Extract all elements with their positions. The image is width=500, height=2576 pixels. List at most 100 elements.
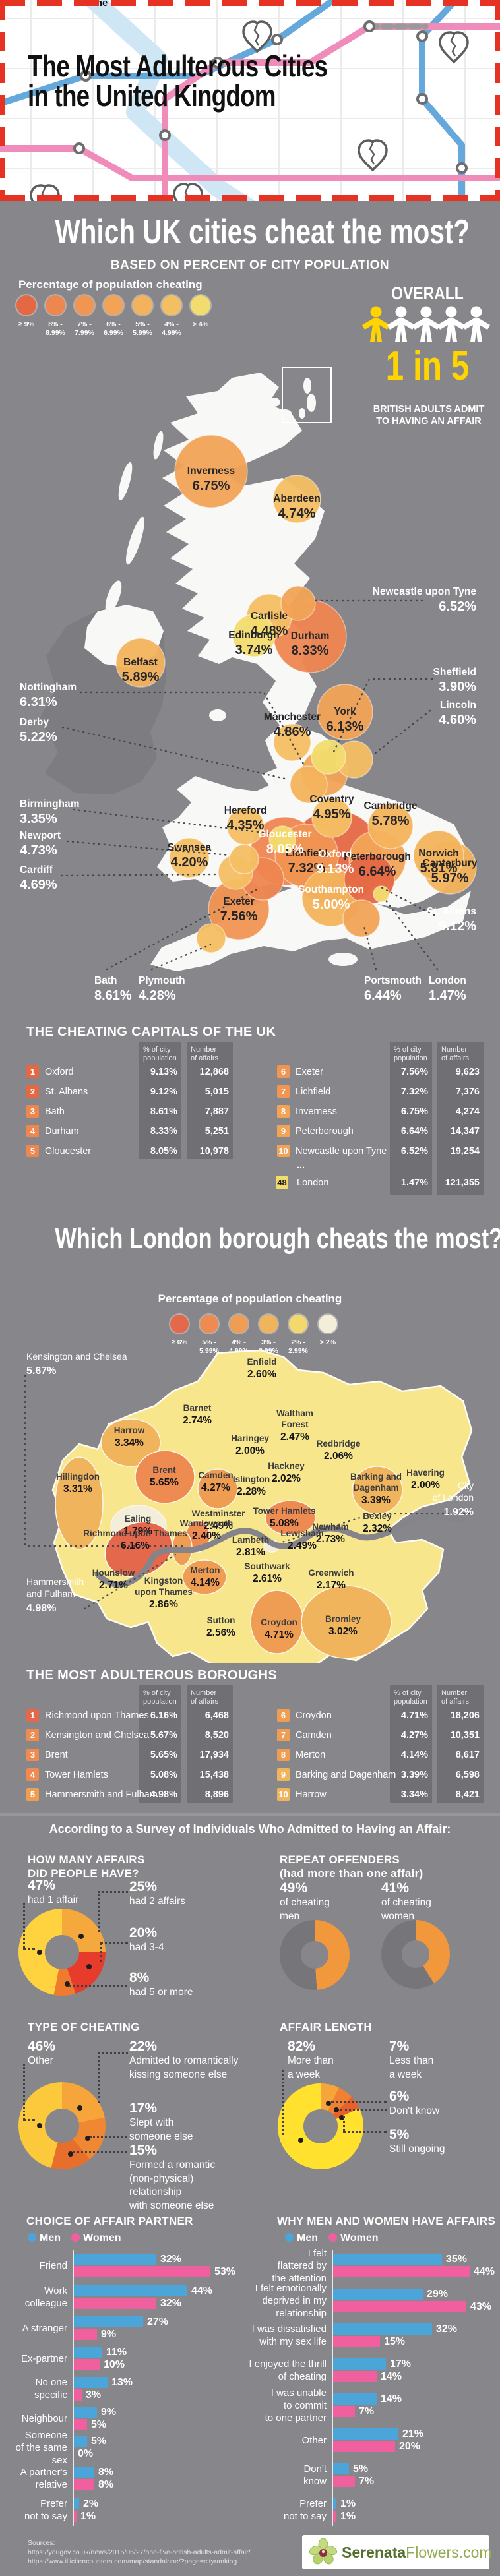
- bar-women: [74, 2329, 97, 2340]
- city-label: St. Albans: [427, 906, 476, 917]
- person-icon: [437, 306, 465, 342]
- bar-value: 43%: [470, 2301, 492, 2312]
- city-bubble: [268, 825, 296, 853]
- legend-label: 6% -6.99%: [104, 320, 123, 337]
- legend-dot-icon: [285, 2233, 294, 2242]
- borough-value: 4.27%: [201, 1482, 230, 1493]
- table-row-affairs: 8,617: [455, 1750, 480, 1760]
- borough-value: 2.71%: [99, 1580, 128, 1591]
- table-row-pct: 4.27%: [400, 1730, 428, 1741]
- table-row-name: Kensington and Chelsea: [45, 1730, 150, 1741]
- city-bubble: [174, 434, 248, 508]
- rank-badge: 2: [26, 1085, 39, 1098]
- affair-count-heading-line2: DID PEOPLE HAVE?: [28, 1867, 139, 1880]
- bar-women: [74, 2298, 156, 2309]
- bar-value: 29%: [427, 2289, 449, 2300]
- bar-men: [333, 2463, 349, 2474]
- table-row-name: Bath: [45, 1106, 65, 1117]
- bar-men: [74, 2377, 108, 2388]
- table-row-affairs: 5,251: [204, 1126, 229, 1137]
- city-label: Newport: [20, 830, 61, 841]
- num-column-band: [187, 1042, 233, 1159]
- legend-circle: [133, 295, 152, 315]
- table-row-affairs: 12,868: [199, 1067, 229, 1077]
- bar-women: [333, 2301, 466, 2312]
- table-row-pct: 4.14%: [400, 1750, 428, 1760]
- bar-category-label: I was unable to commit to one partner: [265, 2387, 327, 2424]
- table-row-pct: 5.08%: [150, 1770, 177, 1780]
- borough-value: 2.06%: [324, 1451, 353, 1462]
- bar-women: [333, 2441, 395, 2452]
- grid-lines: [0, 0, 500, 201]
- borough-label: Brent: [152, 1465, 176, 1475]
- borough-label: Bexley: [363, 1511, 392, 1521]
- borough-value: 3.02%: [328, 1626, 358, 1637]
- bar-men: [74, 2407, 97, 2418]
- bar-men: [74, 2436, 87, 2447]
- borough-value: 5.08%: [270, 1518, 299, 1529]
- dotted-connector: [69, 1985, 127, 1987]
- bar-women: [74, 2389, 82, 2401]
- legend-label: 8% -8.99%: [46, 320, 65, 337]
- legend-dot-icon: [71, 2233, 80, 2242]
- donut-label-text: Other: [28, 2055, 53, 2066]
- bar-value: 20%: [399, 2441, 421, 2452]
- table-row-affairs: 8,421: [455, 1789, 480, 1800]
- affair-reasons-heading: WHY MEN AND WOMEN HAVE AFFAIRS: [277, 2215, 496, 2227]
- legend-label: 7% -7.99%: [75, 320, 94, 337]
- borough-value: 2.00%: [411, 1480, 440, 1491]
- bar-men: [333, 2498, 336, 2509]
- slice-dot: [86, 1964, 92, 1969]
- donut-label-text: Don't know: [389, 2105, 440, 2116]
- borough-area: [100, 1418, 161, 1467]
- table-row-affairs: 17,934: [199, 1750, 229, 1760]
- overall-caption: BRITISH ADULTS ADMIT TO HAVING AN AFFAIR: [356, 404, 500, 427]
- city-label: Birmingham: [20, 798, 79, 810]
- slice-dot: [77, 2105, 82, 2111]
- table-row-pct: 4.71%: [400, 1710, 428, 1721]
- bar-category-label: Work colleague: [24, 2285, 67, 2309]
- bar-value: 11%: [106, 2347, 127, 2358]
- city-label: Carlisle: [251, 611, 288, 622]
- borough-label: upon Thames: [135, 1587, 193, 1597]
- brand-name-light: Flowers.com: [406, 2544, 492, 2561]
- bar-men: [74, 2347, 102, 2358]
- borough-label: of London: [433, 1492, 474, 1503]
- table-row-affairs: 6,468: [204, 1710, 229, 1721]
- affair-count-heading: HOW MANY AFFAIRS DID PEOPLE HAVE?: [28, 1853, 145, 1880]
- dotted-connector: [282, 2070, 284, 2135]
- legend-circle: [319, 1315, 337, 1333]
- bar-men: [74, 2498, 79, 2509]
- borough-label: Harrow: [114, 1425, 145, 1435]
- source-url-2: https://www.illicitencounters.com/map/st…: [28, 2558, 237, 2565]
- bar-value: 1%: [340, 2498, 356, 2509]
- city-value: 4.95%: [313, 807, 351, 822]
- donut-label-text: More than: [288, 2055, 334, 2066]
- borough-area: [55, 1456, 104, 1550]
- city-value: 3.35%: [20, 812, 57, 826]
- survey-heading: According to a Survey of Individuals Who…: [49, 1822, 451, 1836]
- bar-women: [333, 2476, 355, 2487]
- greater-london-shape: [51, 1349, 473, 1663]
- donut-label-pct: 17%: [129, 2101, 158, 2116]
- city-value: 3.74%: [235, 643, 273, 657]
- repeat-heading-line2: (had more than one affair): [280, 1867, 423, 1880]
- city-bubble: [317, 684, 373, 740]
- city-bubble: [280, 585, 316, 621]
- dotted-connector: [98, 1891, 128, 1893]
- borough-value: 2.28%: [237, 1486, 266, 1497]
- borough-value: 1.92%: [444, 1507, 474, 1518]
- rank-badge: 7: [277, 1729, 290, 1741]
- donut-label-text: with someone else: [129, 2200, 214, 2211]
- city-bubble: [196, 923, 226, 953]
- uk-map: Inverness 6.75% Aberdeen 4.74% Edinburgh 3.74…: [20, 367, 478, 1003]
- brand-logo-text: SerenataFlowers.com: [342, 2544, 492, 2561]
- table-row-name: Camden: [296, 1730, 332, 1741]
- city-label: Gloucester: [259, 829, 312, 840]
- overall-label: OVERALL: [391, 284, 464, 303]
- borough-value: 6.16%: [121, 1540, 150, 1551]
- rank-badge: 5: [26, 1788, 39, 1801]
- donut-label: 5% Still ongoing: [389, 2127, 445, 2157]
- leader-line: [66, 840, 231, 856]
- table-row-affairs: 7,887: [204, 1106, 229, 1117]
